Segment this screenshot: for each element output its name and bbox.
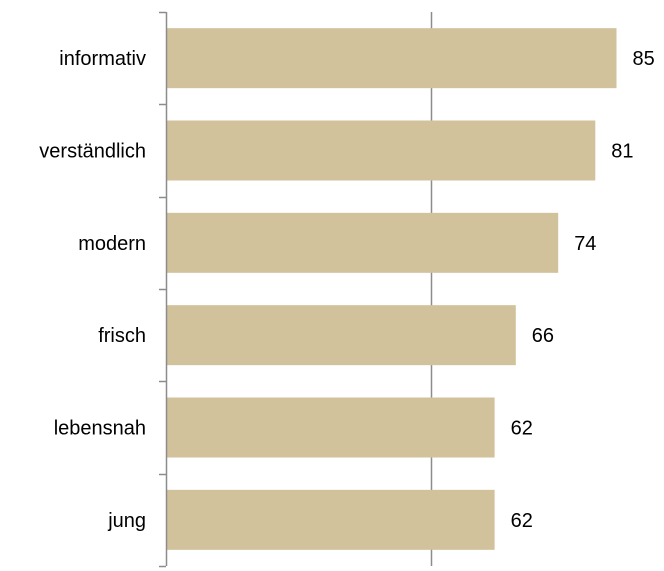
axis-layer (159, 11, 168, 568)
data-label: 81 (611, 141, 633, 163)
bar-layer (166, 28, 617, 550)
category-label: verständlich (39, 141, 146, 163)
category-label: lebensnah (54, 418, 146, 440)
bar (166, 397, 495, 458)
data-label: 62 (511, 510, 533, 532)
bar (166, 28, 617, 89)
bar (166, 120, 596, 181)
category-label: informativ (59, 48, 146, 70)
data-label: 74 (574, 233, 596, 255)
bar (166, 305, 516, 366)
category-label: frisch (98, 325, 146, 347)
data-label: 62 (511, 418, 533, 440)
data-label: 85 (633, 48, 655, 70)
data-label: 66 (532, 325, 554, 347)
category-label: modern (78, 233, 146, 255)
bar (166, 489, 495, 550)
bar (166, 212, 559, 273)
category-label: jung (107, 510, 146, 532)
label-layer: informativ 85 verständlich 81 modern 74 frisch… (39, 48, 654, 532)
